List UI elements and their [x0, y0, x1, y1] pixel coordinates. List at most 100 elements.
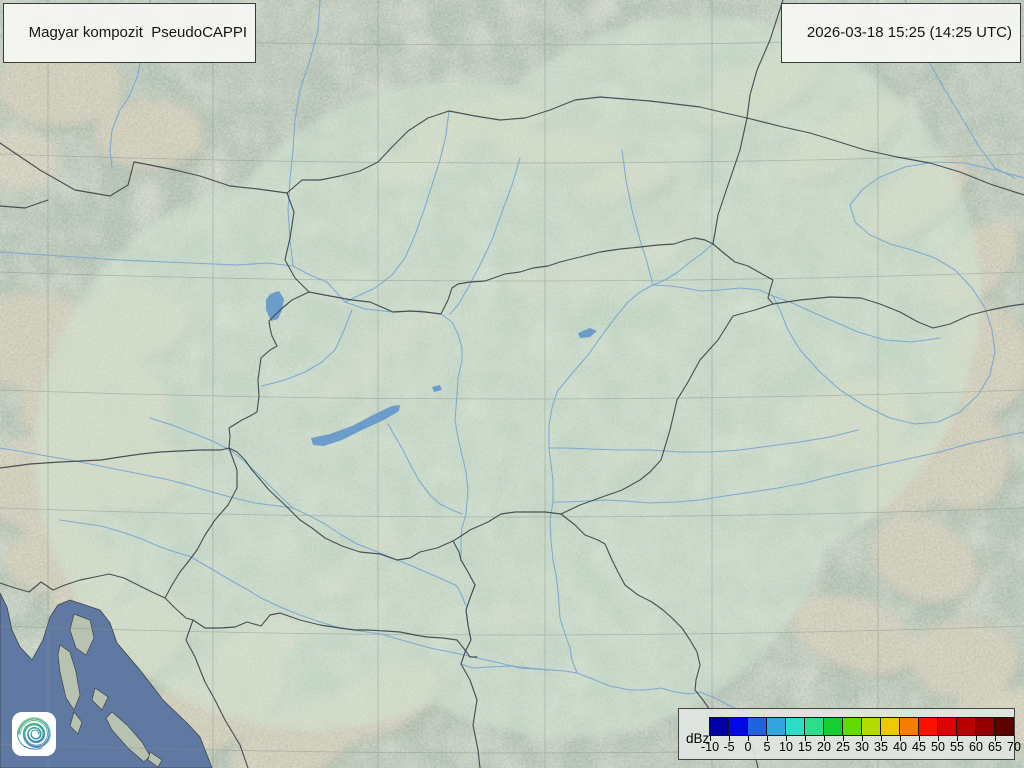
border-slovakia-poland — [448, 96, 748, 121]
hungaromet-logo — [12, 712, 56, 756]
river-mures — [552, 431, 1024, 504]
border-poland-ukraine-east — [746, 117, 1024, 196]
legend-tick-mark — [919, 736, 920, 741]
border-germany-austria — [0, 199, 49, 209]
legend-cell-15 — [995, 718, 1013, 735]
timestamp-label: 2026-03-18 15:25 (14:25 UTC) — [806, 24, 1012, 41]
lake-ferto — [266, 291, 284, 321]
border-hungary — [228, 237, 774, 561]
legend-tick-label: 35 — [874, 740, 888, 754]
river-bodrog — [652, 243, 714, 286]
legend-cell-2 — [748, 718, 766, 735]
river-tisza — [548, 284, 761, 674]
legend-cell-9 — [881, 718, 899, 735]
legend-tick-label: 50 — [931, 740, 945, 754]
river-hron — [449, 157, 521, 315]
legend-cell-6 — [824, 718, 842, 735]
border-poland-ukraine-north — [746, 0, 784, 119]
legend-cell-4 — [786, 718, 804, 735]
legend-tick-mark — [881, 736, 882, 741]
river-somes — [769, 294, 941, 343]
river-koros — [548, 429, 859, 453]
river-sio — [387, 423, 463, 515]
border-austria-slovenia — [0, 447, 230, 469]
legend-cell-14 — [976, 718, 994, 735]
legend-tick-label: 0 — [744, 740, 752, 754]
border-ukraine-romania — [772, 296, 1024, 329]
legend-tick-mark — [767, 736, 768, 741]
lake-tisza-to — [578, 328, 597, 338]
legend-tick-label: 65 — [988, 740, 1002, 754]
border-czech-slovakia — [286, 110, 450, 194]
legend-tick-mark — [805, 736, 806, 741]
legend-tick-label: 45 — [912, 740, 926, 754]
legend-tick-label: 20 — [817, 740, 831, 754]
legend-tick-mark — [862, 736, 863, 741]
border-slovakia-ukraine — [712, 117, 748, 245]
timestamp-box: 2026-03-18 15:25 (14:25 UTC) — [781, 3, 1021, 63]
river-tisza-upper — [759, 161, 1024, 425]
legend-cell-13 — [957, 718, 975, 735]
legend-tick-mark — [843, 736, 844, 741]
legend-cell-10 — [900, 718, 918, 735]
legend-unit-label: dBz — [686, 731, 710, 746]
legend-tick-label: 55 — [950, 740, 964, 754]
legend-tick-mark — [748, 736, 749, 741]
legend-tick-label: 15 — [798, 740, 812, 754]
legend-cell-1 — [729, 718, 747, 735]
legend-cell-0 — [710, 718, 728, 735]
legend-cell-8 — [862, 718, 880, 735]
legend-color-cells — [709, 717, 1014, 736]
legend-tick-label: -5 — [723, 740, 735, 754]
legend-tick-mark — [786, 736, 787, 741]
river-hernad — [621, 149, 654, 286]
legend-tick-mark — [976, 736, 977, 741]
legend-tick-label: 25 — [836, 740, 850, 754]
rivers — [0, 0, 1024, 717]
legend-tick-mark — [729, 736, 730, 741]
legend-tick-label: -10 — [700, 740, 720, 754]
product-title-label: Magyar kompozit PseudoCAPPI — [28, 24, 248, 41]
legend-cell-7 — [843, 718, 861, 735]
lake-balaton — [311, 405, 400, 446]
legend-tick-label: 60 — [969, 740, 983, 754]
legend-tick-mark — [710, 736, 711, 741]
legend-tick-label: 10 — [779, 740, 793, 754]
legend-tick-mark — [900, 736, 901, 741]
river-vah — [344, 110, 450, 303]
reflectivity-legend-panel: dBz -10 -5 0 5 10 15 20 25 30 35 40 45 50 55 60 65 70 — [678, 708, 1021, 760]
river-sava — [59, 519, 551, 671]
logo-spiral-icon — [17, 717, 51, 750]
legend-tick-label: 40 — [893, 740, 907, 754]
border-croatia-bosnia — [164, 597, 478, 658]
border-austria-slovakia — [284, 192, 310, 293]
lakes — [266, 291, 597, 446]
border-czech-austria — [0, 142, 288, 197]
river-morava — [287, 0, 321, 267]
border-slovenia-croatia — [0, 447, 238, 599]
legend-tick-label: 5 — [763, 740, 771, 754]
radar-coverage-area — [35, 16, 981, 737]
adriatic-islands — [57, 613, 163, 768]
legend-tick-label: 70 — [1007, 740, 1021, 754]
river-mura — [149, 417, 294, 509]
legend-tick-mark — [995, 736, 996, 741]
lake-velence — [432, 385, 442, 392]
legend-tick-mark — [957, 736, 958, 741]
border-croatia-serbia — [452, 540, 481, 768]
river-drava — [0, 447, 467, 607]
border-bosnia-west — [185, 619, 249, 768]
legend-tick-mark — [1014, 736, 1015, 741]
product-title-box: Magyar kompozit PseudoCAPPI — [3, 3, 257, 63]
legend-tick-mark — [824, 736, 825, 741]
legend-cell-12 — [938, 718, 956, 735]
river-raba — [261, 309, 353, 387]
river-danube — [0, 251, 781, 717]
legend-cell-5 — [805, 718, 823, 735]
legend-tick-mark — [938, 736, 939, 741]
legend-cell-3 — [767, 718, 785, 735]
legend-cell-11 — [919, 718, 937, 735]
